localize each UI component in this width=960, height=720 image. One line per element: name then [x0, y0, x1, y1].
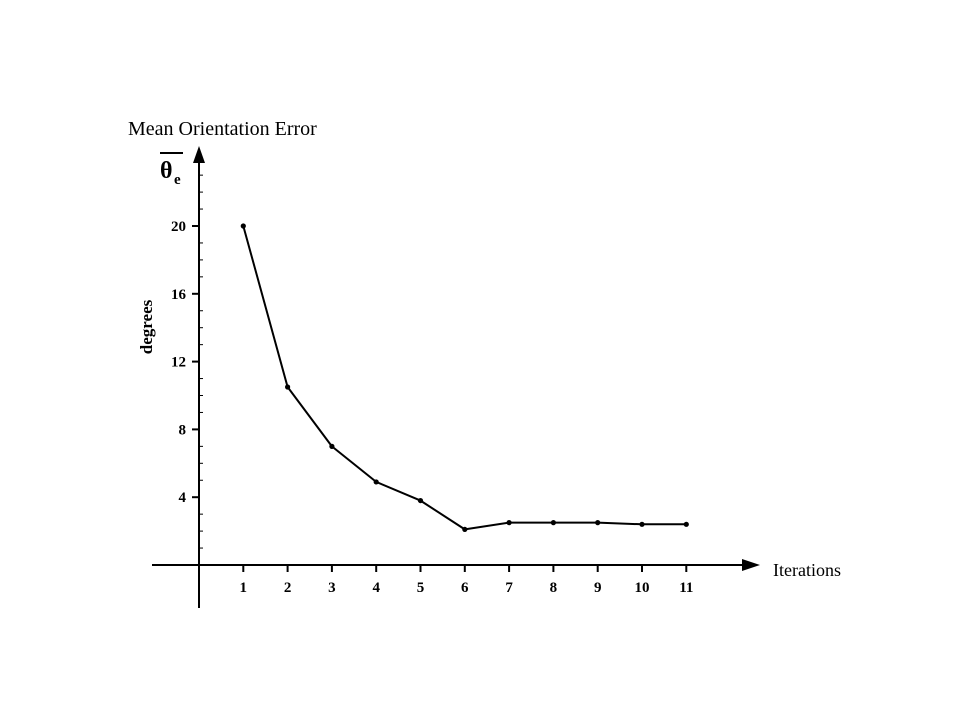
data-point — [506, 520, 512, 526]
x-tick-label: 4 — [372, 580, 380, 596]
series-line — [242, 225, 687, 531]
chart-title: Mean Orientation Error — [128, 118, 317, 140]
y-axis-arrowhead — [193, 146, 205, 163]
x-tick-label: 1 — [240, 580, 248, 596]
y-symbol: θ — [160, 158, 173, 184]
x-tick-label: 7 — [505, 580, 513, 596]
data-point — [683, 521, 689, 527]
data-point — [462, 526, 468, 533]
y-minor-ticks — [199, 174, 203, 549]
y-tick-label: 20 — [171, 219, 186, 235]
data-point — [550, 520, 557, 526]
x-tick-label: 2 — [284, 580, 292, 596]
x-tick-label: 10 — [635, 580, 650, 596]
x-axis-label: Iterations — [773, 560, 841, 580]
y-axis-symbol: θ e — [160, 152, 183, 188]
y-axis-label: degrees — [137, 299, 156, 354]
x-tick-label: 9 — [594, 580, 602, 596]
data-point — [373, 479, 379, 485]
x-tick-label: 3 — [328, 580, 336, 596]
x-tick-label: 5 — [417, 580, 425, 596]
data-point — [329, 443, 335, 449]
y-tick-label: 8 — [179, 422, 187, 438]
y-symbol-subscript: e — [174, 172, 181, 188]
data-point — [417, 497, 424, 504]
series-orientation-error — [240, 223, 689, 533]
data-point — [595, 520, 601, 526]
data-point — [285, 384, 291, 390]
y-axis-ticks: 4 8 12 16 20 — [171, 219, 199, 506]
data-point — [639, 521, 645, 527]
y-tick-label: 12 — [171, 355, 186, 371]
x-axis-arrowhead — [742, 559, 760, 571]
x-tick-label: 8 — [550, 580, 558, 596]
x-tick-label: 6 — [461, 580, 469, 596]
x-tick-label: 11 — [679, 580, 693, 596]
y-tick-label: 16 — [171, 287, 187, 303]
x-axis-ticks: 1 2 3 4 5 6 7 8 9 10 11 — [240, 565, 693, 596]
y-tick-label: 4 — [179, 490, 187, 506]
data-point — [240, 223, 246, 229]
